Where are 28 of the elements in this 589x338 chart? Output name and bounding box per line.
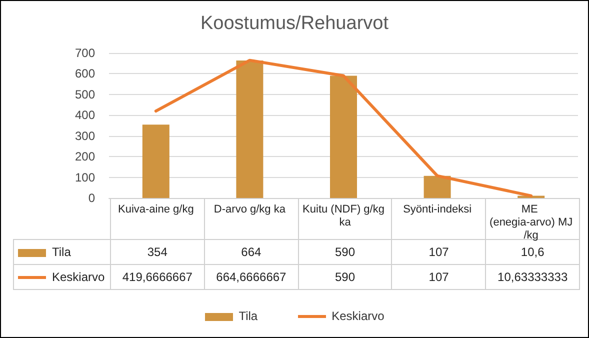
text: Keskiarvo (332, 309, 384, 323)
y-tick-label: 400 (74, 108, 96, 122)
data-label: 107 (392, 264, 486, 290)
x-tick-label: Kuitu (NDF) g/kg ka (302, 204, 384, 228)
legend-label: Tila (14, 240, 110, 264)
data-label: 10,6 (520, 245, 544, 259)
y-tick-label: 700 (74, 46, 96, 60)
y-tick-label: 0 (88, 191, 96, 205)
x-tick-label: ME (enegia-arvo) MJ/kg (490, 204, 573, 242)
y-tick-label: 600 (74, 66, 96, 81)
data-label: 107 (392, 240, 486, 264)
data-label: 10,63333333 (486, 264, 580, 290)
data-label: 419,6666667 (110, 264, 204, 290)
data-label: 354 (110, 240, 204, 264)
y-tick-label: 500 (74, 87, 96, 102)
x-tick-label: D-arvo g/kg ka (214, 204, 286, 216)
y-tick-label: 300 (74, 128, 96, 143)
chart-title: Koostumus/Rehuarvot (200, 13, 390, 34)
data-label: 664,6666667 (204, 264, 298, 290)
x-tick-label: Kuiva-aine g/kg (118, 204, 194, 216)
text: Tila (238, 309, 258, 323)
legend-label: Keskiarvo (14, 264, 110, 290)
y-tick-label: 100 (74, 170, 96, 184)
data-label: 590 (298, 264, 392, 290)
y-tick-label: 200 (74, 150, 96, 164)
x-tick-label: Syönti-indeksi (403, 204, 472, 216)
data-label: 664 (204, 240, 298, 264)
data-label: 590 (298, 240, 392, 264)
